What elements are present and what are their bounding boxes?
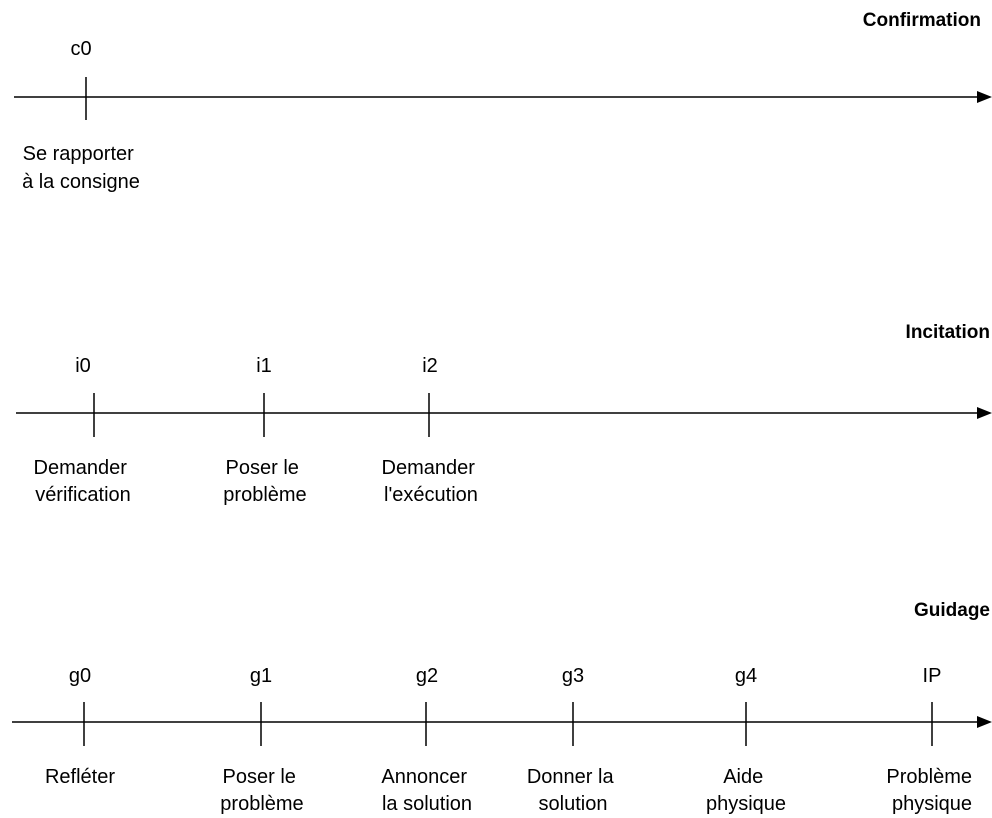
point-label: Problème physique <box>886 766 977 815</box>
scale-point: g1 Poser le problème <box>220 665 303 815</box>
point-code: c0 <box>70 38 91 60</box>
label-line: physique <box>892 793 972 815</box>
point-code: g3 <box>562 665 584 687</box>
label-line: problème <box>223 484 306 506</box>
label-line: physique <box>706 793 786 815</box>
scale-guidage: Guidage g0 Refléter g1 Poser le problème… <box>12 600 992 815</box>
point-code: IP <box>923 665 942 687</box>
axis-arrowhead <box>977 91 992 103</box>
point-code: g4 <box>735 665 757 687</box>
scale-point: g3 Donner la solution <box>527 665 619 815</box>
label-line: la solution <box>382 793 472 815</box>
point-label: Aide physique <box>706 766 786 815</box>
scale-point: g4 Aide physique <box>706 665 786 815</box>
label-line: Refléter <box>45 766 115 788</box>
scale-confirmation: Confirmation c0 Se rapporter à la consig… <box>14 10 992 193</box>
point-label: Demander l'exécution <box>382 457 481 506</box>
label-line: l'exécution <box>384 484 478 506</box>
scale-point: g2 Annoncer la solution <box>381 665 472 815</box>
scale-incitation: Incitation i0 Demander vérification i1 P… <box>16 322 992 506</box>
label-line: vérification <box>35 484 131 506</box>
scale-title: Incitation <box>906 322 990 343</box>
point-label: Se rapporter à la consigne <box>22 143 140 193</box>
axis-arrowhead <box>977 716 992 728</box>
scale-title: Confirmation <box>863 10 981 31</box>
point-label: Demander vérification <box>34 457 133 506</box>
scale-title: Guidage <box>914 600 990 621</box>
scale-point: i0 Demander vérification <box>34 355 133 506</box>
label-line: à la consigne <box>22 171 140 193</box>
point-code: g0 <box>69 665 91 687</box>
point-label: Poser le problème <box>220 766 303 815</box>
label-line: problème <box>220 793 303 815</box>
scale-point: c0 Se rapporter à la consigne <box>22 38 140 193</box>
label-line: Demander <box>34 457 128 479</box>
label-line: Aide <box>723 766 763 788</box>
scale-point: g0 Refléter <box>45 665 115 788</box>
label-line: Se rapporter <box>23 143 135 165</box>
point-label: Poser le problème <box>223 457 306 506</box>
point-code: g2 <box>416 665 438 687</box>
label-line: Problème <box>886 766 972 788</box>
point-label: Donner la solution <box>527 766 619 815</box>
label-line: Demander <box>382 457 476 479</box>
scale-point: i2 Demander l'exécution <box>382 355 481 506</box>
point-label: Refléter <box>45 766 115 788</box>
label-line: Annoncer <box>381 766 467 788</box>
point-label: Annoncer la solution <box>381 766 472 815</box>
point-code: i0 <box>75 355 91 377</box>
label-line: solution <box>539 793 608 815</box>
scale-point: IP Problème physique <box>886 665 977 815</box>
label-line: Poser le <box>226 457 299 479</box>
label-line: Poser le <box>223 766 296 788</box>
label-line: Donner la <box>527 766 615 788</box>
scale-point: i1 Poser le problème <box>223 355 306 506</box>
point-code: g1 <box>250 665 272 687</box>
axis-arrowhead <box>977 407 992 419</box>
point-code: i1 <box>256 355 272 377</box>
point-code: i2 <box>422 355 438 377</box>
